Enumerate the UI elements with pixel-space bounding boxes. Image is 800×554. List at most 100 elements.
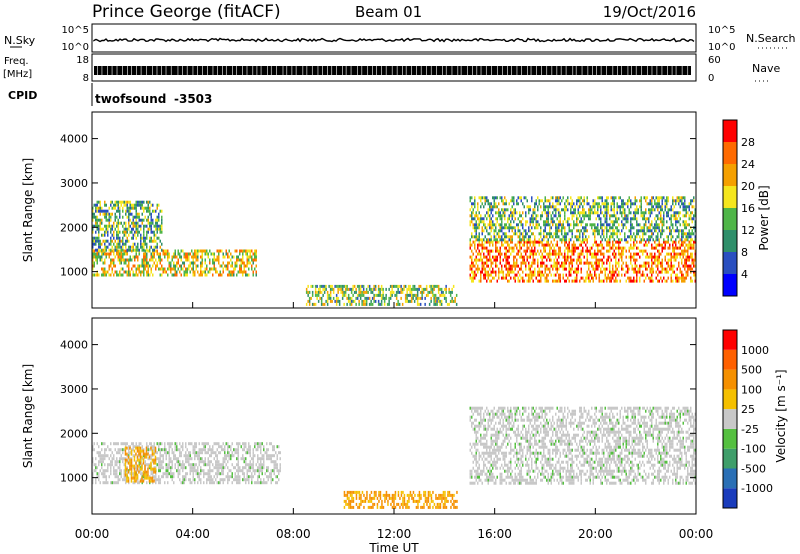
power-cell <box>538 267 540 271</box>
power-cell <box>499 229 501 233</box>
power-cell <box>534 208 536 212</box>
power-cell <box>531 240 533 244</box>
power-cell <box>126 206 128 210</box>
velocity-cell <box>239 466 241 470</box>
power-cell <box>598 214 600 218</box>
power-cell <box>167 252 169 256</box>
velocity-cell <box>124 470 127 474</box>
velocity-cell <box>153 445 155 449</box>
power-cell <box>534 273 536 277</box>
power-cell <box>580 229 582 233</box>
power-cell <box>153 233 155 237</box>
power-cell <box>474 199 476 203</box>
power-cell <box>135 273 137 277</box>
power-cell <box>513 202 515 206</box>
velocity-cell <box>171 475 173 479</box>
power-cell <box>541 214 543 218</box>
velocity-cell <box>227 466 229 470</box>
velocity-cell <box>192 469 194 473</box>
power-cell <box>477 267 479 271</box>
power-cell <box>673 229 675 233</box>
power-cell <box>622 246 624 250</box>
power-cell <box>144 249 146 253</box>
velocity-cell <box>120 472 122 476</box>
velocity-cell <box>170 475 172 479</box>
velocity-cell <box>233 454 235 458</box>
power-cell <box>523 249 525 253</box>
velocity-cell <box>278 472 280 476</box>
power-cell <box>594 235 596 239</box>
power-cell <box>661 258 663 262</box>
power-cell <box>113 248 115 252</box>
velocity-cell <box>99 469 101 473</box>
power-cell <box>540 270 542 274</box>
power-cell <box>228 273 230 277</box>
power-cell <box>531 217 533 221</box>
power-cell <box>546 205 548 209</box>
power-cell <box>666 220 668 224</box>
y-tick-label: 4000 <box>60 133 88 146</box>
power-cell <box>648 255 650 259</box>
velocity-cell <box>192 478 194 482</box>
power-cell <box>502 211 504 215</box>
power-cell <box>96 203 98 207</box>
velocity-cell <box>251 475 253 479</box>
power-cell <box>606 202 608 206</box>
power-cell <box>579 279 581 283</box>
power-cell <box>486 238 488 242</box>
velocity-cell <box>218 442 220 446</box>
power-cell <box>619 240 621 244</box>
power-cell <box>586 214 588 218</box>
power-cell <box>117 209 119 213</box>
velocity-cell <box>147 457 149 461</box>
velocity-cell <box>248 451 250 455</box>
power-cell <box>690 232 692 236</box>
velocity-cell <box>246 451 248 455</box>
power-cell <box>573 249 575 253</box>
power-cell <box>149 236 151 240</box>
power-cell <box>591 226 593 230</box>
power-cell <box>646 229 648 233</box>
power-cell <box>155 209 157 213</box>
velocity-cell <box>227 445 229 449</box>
velocity-cell <box>183 481 185 485</box>
power-cell <box>252 270 254 274</box>
velocity-heatmap <box>92 406 696 509</box>
power-cell <box>159 273 161 277</box>
power-cell <box>522 226 524 230</box>
power-cell <box>672 226 674 230</box>
power-cell <box>667 235 669 239</box>
velocity-cell <box>228 469 230 473</box>
velocity-cell <box>207 442 209 446</box>
power-cell <box>101 209 103 213</box>
power-cell <box>439 293 441 297</box>
power-cell <box>693 261 695 265</box>
power-cell <box>122 215 124 219</box>
velocity-cell <box>231 475 233 479</box>
power-cell <box>615 255 617 259</box>
velocity-cell <box>237 445 239 449</box>
power-cell <box>612 276 614 280</box>
power-cell <box>246 249 248 253</box>
velocity-cell <box>162 472 164 476</box>
velocity-cell <box>275 463 277 467</box>
power-cell <box>606 243 608 247</box>
power-cell <box>609 270 611 274</box>
velocity-cell <box>174 463 176 467</box>
velocity-cell <box>176 442 178 446</box>
power-cell <box>126 200 128 204</box>
freq-trace-gaps <box>97 66 693 75</box>
velocity-cell <box>204 463 206 467</box>
power-cell <box>350 287 353 291</box>
power-cell <box>655 196 657 200</box>
velocity-cell <box>174 442 176 446</box>
power-cell <box>370 299 372 303</box>
velocity-cell <box>201 457 203 461</box>
power-cell <box>143 245 145 249</box>
power-cell <box>511 211 513 215</box>
velocity-cell <box>266 457 268 461</box>
power-cell <box>577 235 579 239</box>
power-cell <box>687 246 689 250</box>
power-cell <box>350 296 353 300</box>
power-cell <box>585 211 587 215</box>
